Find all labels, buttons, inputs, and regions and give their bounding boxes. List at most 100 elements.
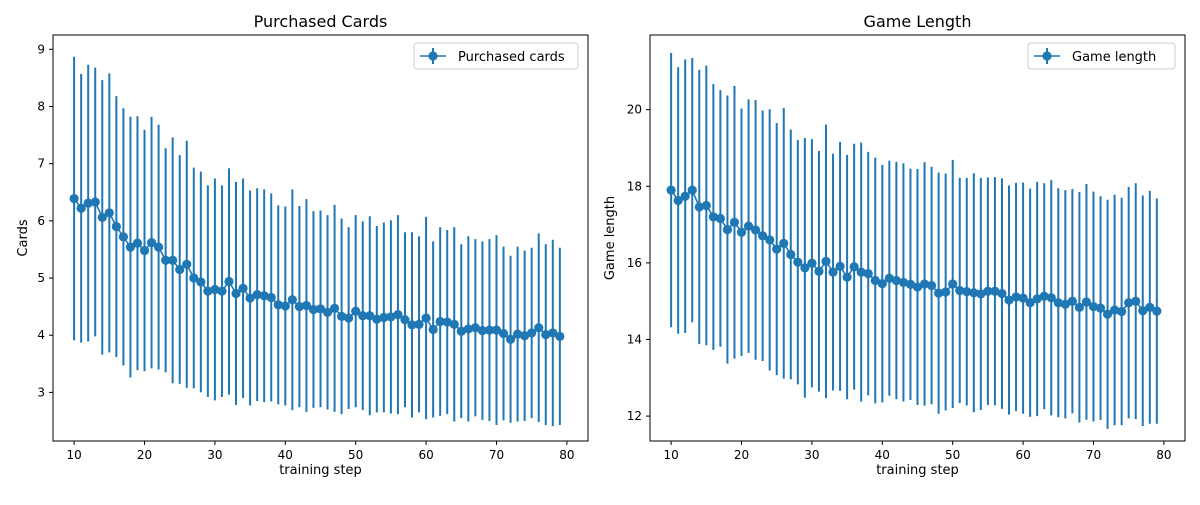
x-tick-label: 70 [1086,448,1101,462]
data-point [182,259,192,269]
x-tick-label: 10 [663,448,678,462]
data-point [322,307,333,317]
data-point [294,302,304,312]
legend-marker [1042,51,1052,61]
data-point [786,249,796,260]
data-point [238,283,248,293]
data-point [491,325,502,335]
data-point [736,227,747,237]
data-point [842,272,852,282]
data-point [421,313,431,323]
data-point [456,326,466,336]
data-point [1138,306,1148,316]
data-point [919,279,930,289]
data-point [520,331,530,341]
chart-title: Purchased Cards [254,12,388,31]
data-point [175,264,185,275]
data-point [772,244,782,254]
data-point [393,310,403,320]
legend-box [413,42,579,70]
data-point [527,328,537,338]
data-point [280,301,290,311]
data-point [863,269,873,279]
data-point [1067,296,1077,306]
data-point [534,323,544,333]
data-point [203,286,213,296]
data-point [217,286,227,296]
data-point [252,290,262,300]
data-point [722,224,733,235]
data-point [125,242,136,252]
plot-frame [52,34,589,442]
data-point [315,304,326,314]
data-point [344,313,354,323]
data-point [1081,297,1092,307]
data-point [898,277,909,288]
data-point [1046,293,1056,303]
data-point [1124,298,1134,308]
data-point [976,289,986,299]
data-point [729,217,740,227]
data-point [97,212,107,223]
data-point [132,238,143,248]
data-point [1110,305,1120,315]
x-tick-label: 60 [1015,448,1030,462]
legend [1027,42,1176,70]
data-point [1145,302,1155,312]
data-point [969,288,979,298]
x-tick-label: 60 [418,448,433,462]
x-tick-label: 40 [875,448,890,462]
data-point [139,245,150,256]
data-point [666,185,676,195]
x-tick-label: 50 [348,448,363,462]
data-point [463,324,473,334]
data-point [498,328,509,339]
x-tick-label: 20 [734,448,749,462]
data-point [351,306,361,316]
data-point [673,195,683,206]
data-point [793,257,803,267]
data-point [266,292,276,303]
data-point [273,300,283,310]
data-point [1004,295,1014,305]
data-point [884,273,894,283]
data-point [1117,306,1127,317]
data-point [905,279,916,289]
data-point [379,312,389,323]
data-point [856,267,866,277]
data-point [548,328,558,338]
data-point [680,191,690,201]
data-point [849,262,859,272]
data-point [800,263,810,273]
data-point [807,258,817,268]
data-point [287,295,297,305]
data-point [1102,309,1113,319]
data-point [407,320,417,330]
legend [413,42,579,70]
data-point [470,323,480,333]
data-point [962,287,972,297]
data-point [821,256,831,266]
data-point [329,303,340,313]
data-point [400,315,410,325]
x-tick-label: 10 [66,448,81,462]
data-point [997,288,1007,299]
data-point [210,284,220,295]
y-tick-label: 16 [627,256,642,270]
data-point [104,208,114,218]
y-tick-label: 6 [37,214,45,228]
y-tick-label: 4 [37,328,45,342]
data-point [484,325,495,335]
y-tick-label: 8 [37,99,45,113]
data-point [189,273,199,283]
data-point [828,267,838,277]
data-point [765,235,775,245]
data-point [83,198,93,208]
data-point [1131,296,1141,306]
data-series [69,56,565,427]
data-point [76,203,86,213]
data-point [168,255,178,265]
data-point [90,197,100,207]
